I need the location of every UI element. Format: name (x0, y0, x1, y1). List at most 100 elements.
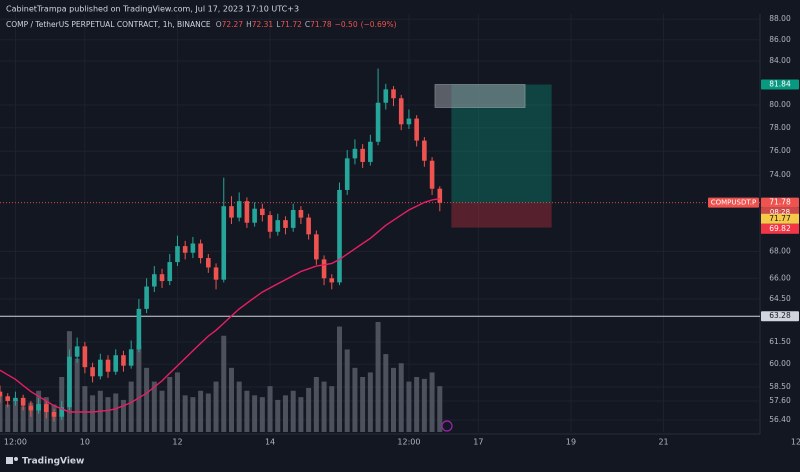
candle-body (0, 391, 3, 397)
candle-body (321, 259, 327, 279)
chart-title: COMP / TetherUS PERPETUAL CONTRACT, 1h, … (6, 20, 211, 29)
volume-bar (0, 395, 3, 432)
y-tick-label: 58.50 (769, 382, 791, 391)
candle-body (206, 258, 211, 268)
candle-body (329, 278, 335, 283)
volume-bar (290, 390, 296, 432)
candle-body (306, 217, 311, 235)
footer-brand: TradingView (22, 457, 84, 467)
symbol-label-bg (708, 197, 759, 208)
candle-body (252, 208, 257, 223)
symbol-label: COMPUSDT.P (711, 199, 757, 207)
volume-bar (228, 367, 234, 432)
candle-body (182, 246, 188, 253)
x-tick-label: 14 (265, 438, 275, 447)
footer-bar (0, 450, 800, 472)
candle-body (283, 220, 288, 228)
candle-body (51, 411, 57, 417)
x-tick-label: 12:00 (4, 438, 27, 447)
volume-bar (136, 344, 142, 432)
candle-body (236, 201, 242, 218)
candle-body (190, 243, 196, 253)
y-tick-label: 84.00 (769, 56, 791, 65)
volume-bar (74, 358, 80, 432)
ohlc-value: 71.78 (310, 20, 332, 29)
volume-bar (236, 381, 242, 432)
volume-bar (306, 388, 312, 432)
volume-bar (205, 393, 211, 432)
candle-body (43, 404, 49, 412)
attribution: CabinetTrampa published on TradingView.c… (6, 5, 299, 14)
candle-body (121, 355, 126, 366)
candle-body (414, 118, 419, 141)
x-tick-label: 10 (80, 438, 90, 447)
candle-body (105, 359, 111, 372)
volume-bar (120, 399, 126, 432)
y-tick-label: 68.00 (769, 246, 791, 255)
countdown-bg (761, 207, 799, 217)
volume-bar (28, 402, 34, 432)
volume-bar (159, 390, 165, 432)
y-tick-label: 76.00 (769, 146, 791, 155)
candle-body (90, 367, 95, 377)
ohlc-value: 72.27 (222, 20, 244, 29)
volume-bar (174, 372, 180, 432)
volume-bar (105, 397, 111, 432)
candle-body (437, 188, 443, 203)
volume-bar (275, 399, 281, 432)
candle-body (152, 274, 157, 287)
candle-body (128, 349, 134, 366)
volume-bar (82, 386, 88, 432)
note-box (434, 84, 526, 108)
volume-bar (367, 372, 373, 432)
y-tick-label: 80.00 (769, 100, 791, 109)
candle-body (213, 267, 219, 280)
candle-body (314, 234, 319, 260)
candle-body (13, 397, 18, 401)
volume-bar (12, 399, 18, 432)
price-label: 81.84 (769, 79, 791, 88)
y-tick-label: 60.00 (769, 359, 791, 368)
candle-body (267, 215, 273, 232)
volume-bar (252, 395, 258, 432)
volume-bar (298, 397, 304, 432)
candle-body (260, 208, 265, 216)
candle-body (344, 158, 350, 190)
candle-body (398, 98, 404, 125)
x-tick-label: 12 (172, 438, 182, 447)
candle-body (290, 209, 296, 228)
volume-bar (383, 354, 389, 432)
volume-bar (398, 363, 404, 432)
volume-bar (321, 381, 327, 432)
volume-bar (429, 372, 435, 432)
x-tick-label: 12:00 (397, 438, 420, 447)
stop-label: 69.82 (769, 224, 791, 233)
candle-body (244, 201, 250, 223)
volume-bar (352, 367, 358, 432)
candle-body (275, 220, 281, 232)
change-pct: (−0.69%) (361, 20, 397, 29)
volume-bar (329, 386, 335, 432)
volume-bar (375, 322, 381, 432)
volume-bar (313, 377, 319, 432)
logo-dot (14, 457, 18, 461)
candle-body (229, 206, 234, 218)
candle-body (136, 308, 142, 350)
volume-bar (259, 397, 265, 432)
candle-body (352, 148, 358, 159)
volume-bar (167, 377, 173, 432)
ohlc-key: O (216, 20, 222, 29)
volume-bar (282, 395, 288, 432)
volume-bar (360, 377, 366, 432)
candle-body (298, 209, 304, 218)
x-tick-label: 21 (658, 438, 668, 447)
candle-body (36, 404, 41, 411)
volume-bar (221, 335, 227, 432)
candle-body (28, 405, 34, 411)
price-label-bg (761, 311, 799, 322)
volume-bar (414, 377, 420, 432)
candle-body (406, 118, 412, 125)
volume-bar (391, 367, 397, 432)
candle-body (67, 356, 72, 408)
